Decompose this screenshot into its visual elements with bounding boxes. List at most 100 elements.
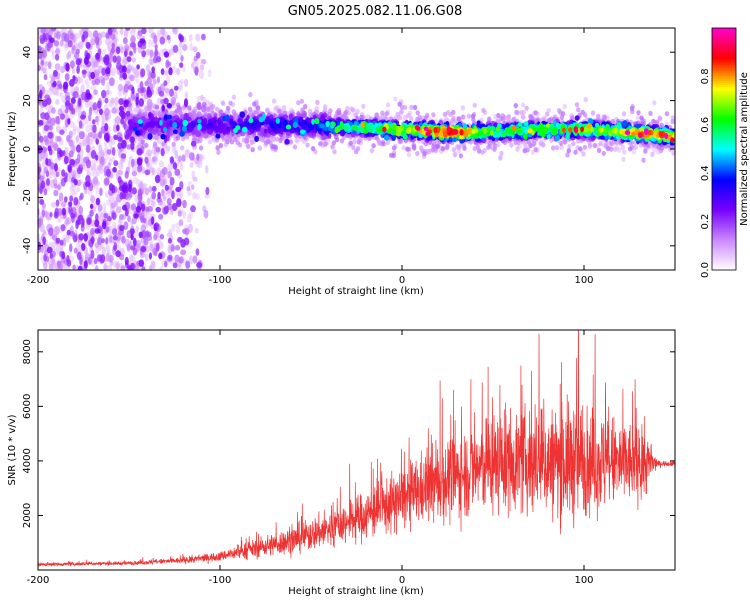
spectrogram-cell <box>65 217 70 226</box>
spectrogram-cell <box>254 135 259 142</box>
spectrogram-cell <box>138 231 143 239</box>
spectrogram-cell <box>330 144 335 150</box>
spectrogram-cell <box>48 227 54 237</box>
spectrogram-cell <box>61 251 66 260</box>
spectrogram-cell <box>544 111 550 117</box>
spectrogram-cell <box>581 151 586 157</box>
spectrogram-cell <box>94 219 100 228</box>
spectrogram-cell <box>85 124 91 133</box>
spectrogram-cell <box>105 237 109 245</box>
spectrogram-cell <box>77 97 82 107</box>
spectrogram-cell <box>481 107 486 113</box>
spectrogram-cell <box>103 132 110 142</box>
spectrogram-cell <box>126 243 131 252</box>
spectrogram-cell <box>81 69 87 75</box>
spectrogram-cell <box>60 113 65 120</box>
spectrogram-cell <box>69 32 75 40</box>
spectrogram-cell <box>215 145 220 151</box>
spectrogram-cell <box>76 167 83 175</box>
spectrogram-cell <box>643 148 648 154</box>
spectrogram-cell <box>59 239 64 246</box>
spectrogram-cell <box>60 65 66 74</box>
spectrogram-cell <box>48 125 53 131</box>
spectrogram-cell <box>582 144 588 150</box>
spectrogram-cell <box>522 148 527 154</box>
spectrogram-cell <box>127 265 132 270</box>
spectrogram-cell <box>470 113 476 119</box>
spectrogram-cell <box>69 79 75 87</box>
spectrogram-cell <box>121 192 127 200</box>
spectrogram-cell <box>231 109 236 115</box>
spectrogram-cell <box>130 35 136 44</box>
spectrogram-cell <box>558 140 564 146</box>
spectrogram-cell <box>187 181 193 188</box>
spectrogram-cell <box>203 209 209 219</box>
spectrogram-cell <box>460 114 465 120</box>
spectrogram-cell <box>514 109 519 115</box>
spectrogram-cell <box>521 114 526 120</box>
spectrogram-cell <box>111 67 116 77</box>
spectrogram-cell <box>215 106 220 112</box>
spectrogram-cell <box>139 38 146 44</box>
spectrogram-cell <box>628 146 633 152</box>
spectrogram-cell <box>105 226 110 233</box>
spectrogram-cell <box>161 188 165 197</box>
spectrogram-cell <box>162 194 167 202</box>
spectrogram-cell <box>411 142 416 148</box>
spectrogram-cell <box>116 132 122 138</box>
spectrogram-cell <box>128 183 132 193</box>
spectrogram-cell <box>121 184 128 193</box>
spectrogram-cell <box>669 144 675 150</box>
spectrogram-cell <box>309 124 315 131</box>
spectrogram-cell <box>602 114 607 120</box>
spectrogram-cell <box>409 116 414 122</box>
spectrogram-cell <box>206 128 212 135</box>
spectrogram-cell <box>67 40 73 48</box>
spectrogram-cell <box>431 147 436 153</box>
spectrogram-cell <box>101 238 105 244</box>
spectrogram-cell <box>68 150 74 158</box>
spectrogram-cell <box>105 244 111 252</box>
spectrogram-cell <box>101 221 107 230</box>
spectrogram-cell <box>131 158 135 168</box>
spectrogram-cell <box>487 140 492 147</box>
spectrogram-cell <box>65 95 71 103</box>
spectrogram-cell <box>670 119 675 125</box>
spectrogram-cell <box>333 134 339 140</box>
spectrogram-cell <box>431 143 436 149</box>
spectrogram-cell <box>155 56 162 63</box>
spectrogram-cell <box>118 161 124 170</box>
spectrogram-cell <box>62 237 67 247</box>
spectrogram-cell <box>149 49 154 58</box>
spectrogram-cell <box>209 104 214 110</box>
spectrogram-cell <box>119 28 124 36</box>
spectrogram-cell <box>60 200 67 208</box>
spectrogram-cell <box>88 106 93 116</box>
spectrogram-cell <box>252 101 257 107</box>
spectrogram-cell <box>136 64 140 70</box>
spectrogram-cell <box>51 50 57 60</box>
spectrogram-cell <box>641 120 646 126</box>
spectrogram-cell <box>188 152 195 161</box>
spectrogram-cell <box>496 141 501 148</box>
spectrogram-cell <box>95 115 99 123</box>
spectrogram-cell <box>43 254 47 262</box>
spectrogram-cell <box>509 142 514 148</box>
spectrogram-cell <box>393 96 398 102</box>
spectrogram-cell <box>115 46 121 54</box>
spectrogram-cell <box>56 31 61 40</box>
spectrogram-cell <box>303 120 308 126</box>
spectrogram-cell <box>374 135 379 141</box>
spectrogram-cell <box>163 114 168 121</box>
spectrogram-cell <box>296 100 301 106</box>
spectrogram-cell <box>95 52 100 60</box>
spectrogram-cell <box>59 129 65 135</box>
spectrogram-cell <box>181 154 186 162</box>
spectrogram-cell <box>76 75 81 85</box>
spectrogram-cell <box>628 140 635 145</box>
spectrogram-cell <box>144 80 149 87</box>
spectrogram-cell <box>154 174 161 184</box>
spectrogram-cell <box>596 113 601 120</box>
spectrogram-cell <box>194 228 199 234</box>
spectrogram-cell <box>650 151 655 157</box>
